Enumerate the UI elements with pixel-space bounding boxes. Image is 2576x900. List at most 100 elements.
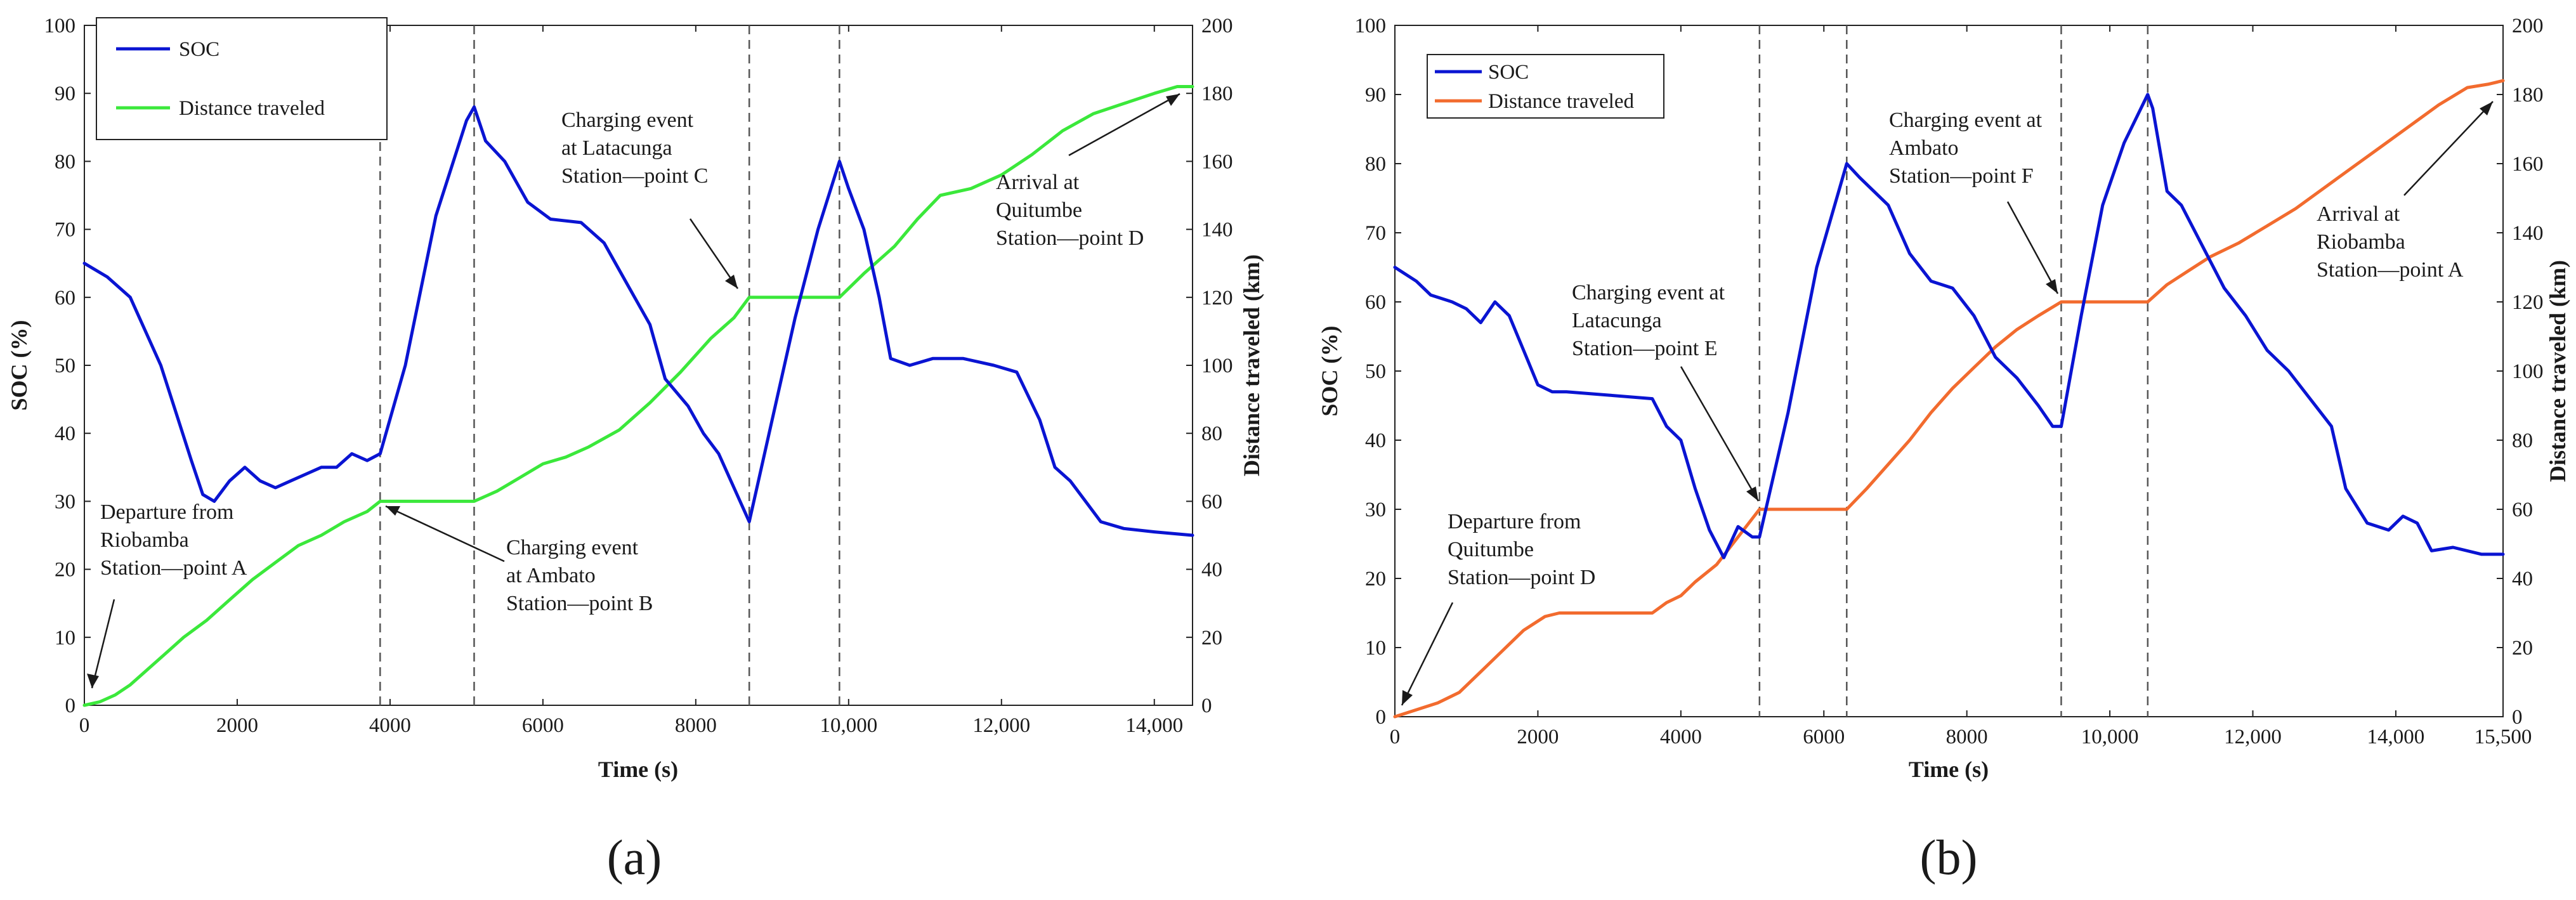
- svg-text:Charging event at Lata: Charging event at Latacunga Station—poin…: [1572, 281, 1730, 360]
- y-right-tick-label: 200: [1201, 15, 1233, 37]
- y-right-tick-label: 60: [1201, 490, 1222, 513]
- annotation-arrival-a: Arrival at Quitumbe Station—point D: [996, 93, 1180, 250]
- y-right-tick-label: 60: [2512, 499, 2533, 521]
- series-line-soc: [1393, 93, 2505, 559]
- series-group-b: [1393, 79, 2505, 719]
- annotation-line: Ambato: [1889, 136, 1959, 160]
- panel-label-b: (b): [1920, 830, 1978, 885]
- y-left-axis-title-b: SOC (%): [1317, 326, 1342, 417]
- svg-text:Charging event at Amba: Charging event at Ambato Station—point F: [1889, 108, 2048, 188]
- event-vlines-a: [379, 25, 840, 705]
- annotation-line: Station—point C: [561, 164, 708, 188]
- y-right-tick-label: 100: [1201, 355, 1233, 377]
- chart-panel-a: 0 2000 4000 6000 8000 10,000 12,000 14,000 0102…: [6, 15, 1264, 885]
- annotation-line: at Ambato: [506, 564, 596, 587]
- x-tick-label: 6000: [522, 714, 564, 737]
- y-left-tick-label: 100: [44, 15, 76, 37]
- y-left-tick-label: 70: [55, 219, 75, 242]
- annotation-line: Station—point E: [1572, 337, 1718, 360]
- y-left-tick-label: 20: [1365, 568, 1386, 590]
- x-tick-label: 14,000: [2367, 726, 2425, 748]
- legend-box-a: [96, 17, 388, 140]
- panel-label-a: (a): [607, 830, 662, 885]
- y-left-tick-label: 80: [1365, 153, 1386, 176]
- annotation-arrow-departure-b: [1401, 602, 1454, 706]
- series-line-soc: [82, 105, 1194, 537]
- annotation-arrow-latacunga-a: [689, 218, 739, 289]
- y-right-tick-label: 180: [1201, 82, 1233, 105]
- annotation-arrow-arrival-b: [2403, 101, 2494, 196]
- x-tick-label: 2000: [216, 714, 258, 737]
- y-right-tick-label: 140: [1201, 219, 1233, 242]
- annotation-line: Quitumbe: [996, 199, 1082, 222]
- y-left-tick-label: 30: [1365, 499, 1386, 521]
- annotation-charging-ambato-b: Charging event at Ambato Station—point F: [1889, 108, 2059, 294]
- svg-text:Charging event at Lata: Charging event at Latacunga Station—poin…: [561, 108, 708, 188]
- y-left-tick-label: 30: [55, 490, 75, 513]
- y-right-tick-label: 80: [1201, 422, 1222, 445]
- y-left-tick-label: 100: [1355, 15, 1387, 37]
- annotation-line: Riobamba: [100, 528, 189, 552]
- y-right-tick-label: 0: [2512, 706, 2523, 729]
- annotation-arrival-b: Arrival at Riobamba Station—point A: [2317, 101, 2494, 282]
- legend-box-b: [1427, 54, 1664, 119]
- annotation-charging-latacunga-a: Charging event at Latacunga Station—poin…: [561, 108, 739, 289]
- annotation-arrow-latacunga-b: [1680, 366, 1760, 502]
- y-left-tick-label: 50: [1365, 360, 1386, 383]
- annotation-arrow-ambato-a: [385, 505, 505, 563]
- annotation-arrowhead-ambato-a: [386, 506, 400, 516]
- legend-label-soc-a: SOC: [179, 38, 219, 61]
- annotation-line: Arrival at: [996, 171, 1080, 194]
- legend-label-soc-b: SOC: [1488, 61, 1529, 84]
- x-tick-label: 4000: [1660, 726, 1702, 748]
- annotation-arrow-ambato-b: [2006, 201, 2059, 294]
- x-tick-label: 12,000: [2224, 726, 2282, 748]
- y-right-ticks-a: 0 20 40 60 80 100 120 140 160 180 200: [1186, 15, 1233, 717]
- legend-label-distance-a: Distance traveled: [179, 97, 325, 120]
- x-tick-label: 6000: [1803, 726, 1845, 748]
- annotation-arrow-arrival-a: [1068, 93, 1180, 157]
- y-right-tick-label: 20: [2512, 637, 2533, 660]
- series-group-a: [82, 85, 1194, 707]
- y-right-tick-label: 40: [2512, 568, 2533, 590]
- y-right-tick-label: 160: [2512, 153, 2544, 176]
- y-left-axis-title-a: SOC (%): [6, 320, 32, 411]
- annotation-line: at Latacunga: [561, 136, 672, 160]
- annotation-line: Departure from: [1448, 510, 1581, 533]
- y-left-ticks-a: 0 10 20 30 40 50 60 70 80 90 100: [44, 15, 91, 717]
- annotation-line: Station—point F: [1889, 164, 2034, 188]
- annotation-arrowhead-latacunga-a: [725, 275, 738, 289]
- annotation-line: Quitumbe: [1448, 538, 1534, 561]
- annotation-arrowhead-departure-a: [87, 674, 99, 688]
- x-tick-label: 0: [79, 714, 90, 737]
- y-left-tick-label: 60: [55, 287, 75, 310]
- x-tick-label: 4000: [369, 714, 411, 737]
- y-left-tick-label: 90: [55, 82, 75, 105]
- y-left-tick-label: 70: [1365, 222, 1386, 245]
- chart-panel-b: 0 2000 4000 6000 8000 10,000 12,000 14,000 15,50…: [1317, 15, 2570, 885]
- y-right-tick-label: 100: [2512, 360, 2544, 383]
- x-tick-label: 12,000: [972, 714, 1030, 737]
- svg-text:Arrival at Quitumbe: Arrival at Quitumbe Station—point D: [996, 171, 1144, 250]
- x-tick-label: 10,000: [820, 714, 877, 737]
- y-left-tick-label: 80: [55, 150, 75, 173]
- annotation-departure-b: Departure from Quitumbe Station—point D: [1401, 510, 1595, 706]
- svg-text:Arrival at Riobamba: Arrival at Riobamba Station—point A: [2317, 202, 2464, 282]
- annotation-line: Station—point B: [506, 592, 653, 615]
- x-ticks-b: 0 2000 4000 6000 8000 10,000 12,000 14,000 15,50…: [1390, 25, 2532, 748]
- annotation-line: Charging event at: [1572, 281, 1725, 304]
- y-left-tick-label: 50: [55, 355, 75, 377]
- y-left-tick-label: 10: [1365, 637, 1386, 660]
- x-ticks-a: 0 2000 4000 6000 8000 10,000 12,000 14,000: [79, 25, 1183, 737]
- y-left-ticks-b: 0 10 20 30 40 50 60 70 80 90 100: [1355, 15, 1401, 729]
- y-right-tick-label: 160: [1201, 150, 1233, 173]
- y-right-tick-label: 200: [2512, 15, 2544, 37]
- annotation-line: Station—point A: [2317, 258, 2464, 282]
- annotation-arrow-departure-a: [91, 599, 115, 689]
- x-axis-title-a: Time (s): [598, 757, 678, 782]
- annotation-line: Station—point D: [996, 226, 1144, 250]
- legend-a: SOC Distance traveled: [96, 17, 388, 140]
- series-line-distance-traveled: [82, 85, 1194, 707]
- annotation-arrowhead-latacunga-b: [1746, 486, 1758, 501]
- svg-text:Charging event at Amba: Charging event at Ambato Station—point B: [506, 536, 653, 615]
